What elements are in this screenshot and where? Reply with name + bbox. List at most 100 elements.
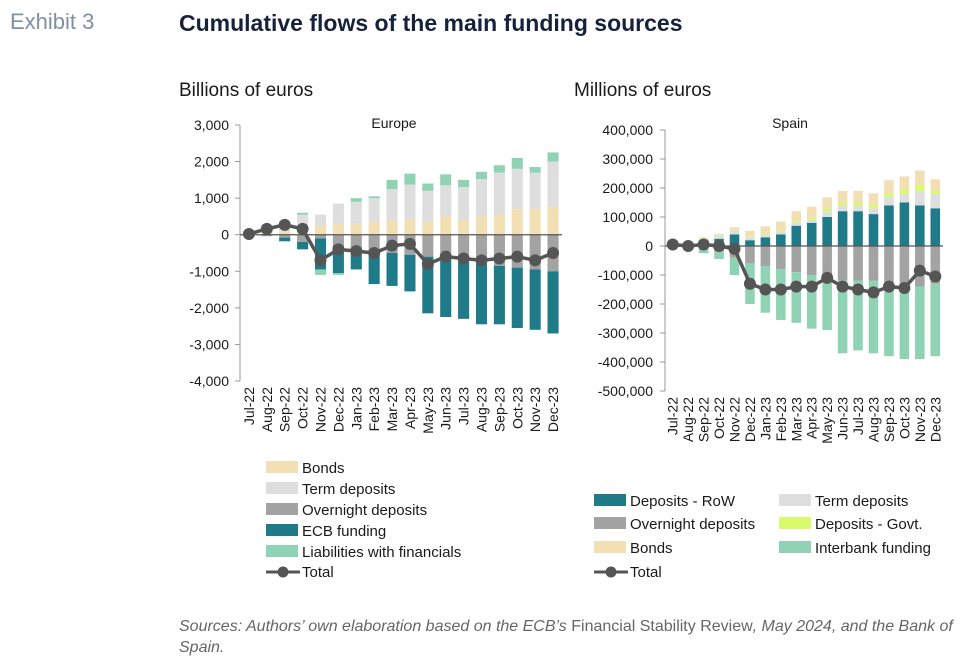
chart-title: Cumulative flows of the main funding sou… — [179, 10, 683, 36]
bar-segment-deposits-row — [915, 205, 925, 246]
x-tick-label: Nov-22 — [313, 387, 329, 432]
bar-segment-interbank-funding — [806, 275, 817, 329]
bar-segment-liabilities-with-financials — [422, 183, 434, 191]
total-point — [713, 240, 726, 252]
bar-segment-bonds — [760, 226, 771, 234]
bar-segment-deposits-govt — [714, 235, 724, 236]
x-tick-label: Aug-22 — [680, 397, 696, 442]
bar-segment-deposits-row — [776, 234, 786, 246]
total-point — [475, 254, 488, 267]
bar-segment-bonds — [458, 220, 470, 235]
bar-segment-interbank-funding — [837, 280, 848, 354]
bar-segment-term-deposits — [404, 184, 416, 220]
bar-segment-term-deposits — [822, 211, 832, 217]
bar-segment-liabilities-with-financials — [332, 273, 344, 275]
bar-segment-deposits-govt — [930, 190, 941, 194]
bar-segment-deposits-row — [868, 214, 879, 246]
legend-swatch — [266, 461, 298, 473]
bar-segment-overnight-deposits — [853, 246, 863, 281]
bar-segment-overnight-deposits — [458, 234, 470, 263]
bar-segment-overnight-deposits — [422, 234, 434, 257]
x-tick-label: Feb-23 — [366, 387, 382, 432]
legend-swatch — [266, 524, 298, 536]
bar-segment-term-deposits — [368, 198, 380, 222]
bar-segment-bonds — [368, 221, 380, 235]
legend-label: ECB funding — [302, 523, 386, 540]
bar-segment-term-deposits — [350, 201, 362, 224]
bar-segment-deposits-govt — [791, 221, 802, 223]
bar-segment-bonds — [475, 215, 488, 235]
legend-swatch — [594, 541, 626, 553]
legend-label: Bonds — [302, 460, 345, 477]
bar-segment-deposits-govt — [915, 185, 925, 191]
total-point — [882, 280, 895, 293]
bar-segment-bonds — [350, 223, 362, 235]
bar-segment-term-deposits — [745, 237, 755, 241]
legend-label-total: Total — [302, 564, 334, 581]
bar-segment-overnight-deposits — [529, 234, 541, 270]
bar-segment-deposits-govt — [760, 233, 771, 235]
bar-segment-term-deposits — [884, 196, 894, 206]
bar-segment-ecb-funding — [458, 262, 470, 319]
bar-segment-deposits-row — [899, 202, 910, 246]
y-tick-label: 1,000 — [194, 190, 229, 206]
total-point — [386, 239, 399, 252]
total-point — [852, 283, 865, 296]
bar-segment-deposits-govt — [884, 193, 894, 197]
bar-segment-bonds — [853, 190, 863, 203]
bar-segment-liabilities-with-financials — [493, 165, 505, 173]
x-tick-label: Mar-23 — [384, 387, 400, 432]
bar-segment-term-deposits — [776, 231, 786, 235]
bar-segment-term-deposits — [868, 208, 879, 215]
x-tick-label: Dec-22 — [742, 397, 758, 442]
bar-segment-ecb-funding — [368, 251, 380, 285]
legend-total-marker — [605, 566, 617, 578]
bar-segment-overnight-deposits — [868, 246, 879, 281]
source-suffix: , May 2024, and the Bank of Spain. — [179, 618, 953, 656]
bar-segment-bonds — [868, 193, 879, 205]
bar-segment-interbank-funding — [868, 280, 879, 354]
bar-segment-liabilities-with-financials — [314, 269, 327, 275]
bar-segment-deposits-govt — [776, 230, 786, 232]
total-point — [350, 245, 363, 258]
bar-segment-liabilities-with-financials — [547, 152, 559, 162]
bar-segment-overnight-deposits — [493, 234, 505, 266]
bar-segment-interbank-funding — [822, 277, 832, 331]
total-point — [529, 254, 542, 267]
source-prefix: Sources: Authors’ own elaboration based … — [179, 618, 572, 635]
x-tick-label: Jun-23 — [438, 387, 454, 430]
x-tick-label: Dec-23 — [927, 397, 943, 442]
bar-segment-deposits-row — [791, 225, 802, 246]
x-tick-label: Sep-22 — [277, 387, 293, 432]
total-point — [242, 227, 255, 240]
bar-segment-ecb-funding — [350, 247, 362, 270]
bar-segment-bonds — [791, 211, 802, 222]
total-point — [836, 280, 849, 293]
bar-segment-ecb-funding — [297, 242, 309, 250]
total-point — [898, 282, 911, 295]
bar-segment-overnight-deposits — [332, 234, 344, 246]
bar-segment-liabilities-with-financials — [511, 157, 523, 169]
bar-segment-bonds — [279, 231, 291, 235]
bar-segment-liabilities-with-financials — [529, 167, 541, 173]
total-point — [666, 238, 679, 251]
total-point — [913, 264, 926, 277]
bar-segment-term-deposits — [458, 187, 470, 221]
legend-swatch — [266, 503, 298, 515]
bar-segment-liabilities-with-financials — [440, 174, 452, 186]
bar-segment-liabilities-with-financials — [386, 179, 398, 189]
bar-segment-interbank-funding — [930, 283, 941, 357]
x-tick-label: Jan-23 — [757, 397, 773, 440]
subtitle-europe: Europe — [371, 115, 416, 131]
total-point — [759, 283, 772, 296]
y-tick-label: -3,000 — [189, 336, 229, 352]
bar-segment-liabilities-with-financials — [368, 196, 380, 199]
bar-segment-deposits-govt — [822, 208, 832, 212]
bar-segment-liabilities-with-financials — [458, 179, 470, 188]
bar-segment-overnight-deposits — [279, 234, 291, 238]
total-point — [511, 250, 524, 263]
legend-label: Term deposits — [302, 481, 395, 498]
bar-segment-liabilities-with-financials — [297, 212, 309, 215]
bar-segment-term-deposits — [714, 235, 724, 239]
bar-segment-term-deposits — [729, 230, 740, 235]
